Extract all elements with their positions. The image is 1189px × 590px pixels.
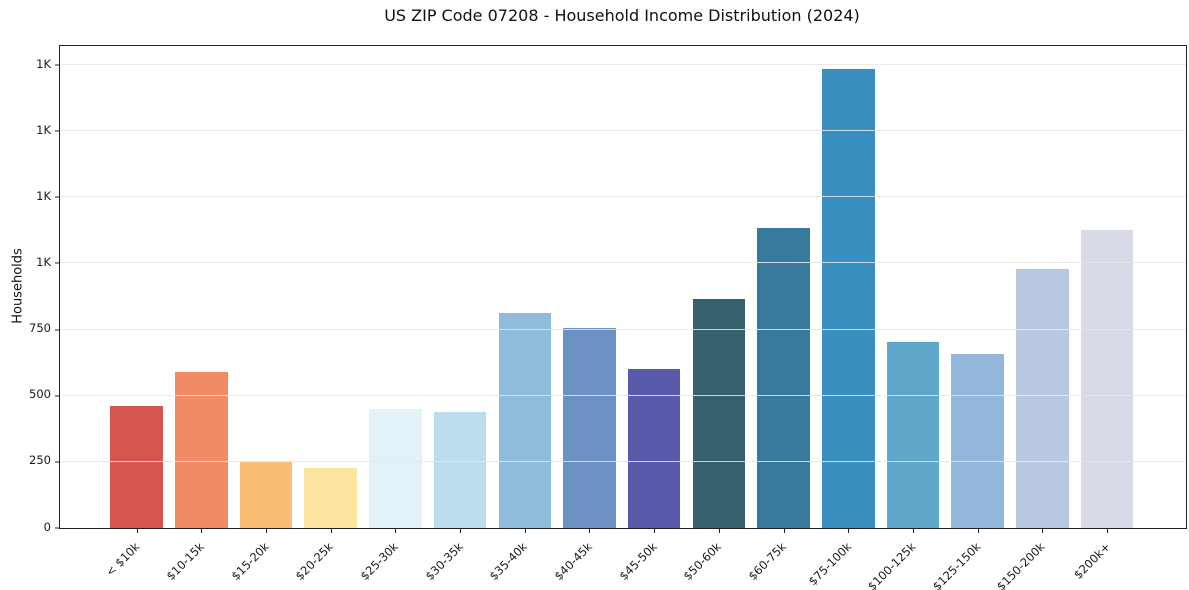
plot-area: < $10k $10-15k $15-20k $20-25k $25-30k $30-35… bbox=[55, 45, 1187, 590]
x-tick-label: < $10k bbox=[102, 539, 143, 580]
x-tick-mark bbox=[1042, 528, 1044, 533]
x-tick-mark bbox=[1107, 528, 1109, 533]
y-tick-label: 250 bbox=[29, 453, 51, 468]
y-tick-mark bbox=[55, 395, 59, 397]
x-tick-label: $60-75k bbox=[745, 539, 790, 584]
y-tick-label: 1K bbox=[36, 254, 51, 269]
bar bbox=[692, 298, 746, 528]
y-tick-mark bbox=[55, 461, 59, 463]
gridline bbox=[60, 394, 1186, 396]
x-tick-label: $40-45k bbox=[551, 539, 595, 584]
x-tick-mark bbox=[395, 528, 397, 533]
x-tick-label: $20-25k bbox=[292, 539, 337, 584]
bar bbox=[627, 369, 681, 528]
gridline bbox=[60, 460, 1186, 462]
x-tick-mark bbox=[330, 528, 332, 533]
x-tick-label: $75-100k bbox=[805, 539, 854, 589]
x-tick-mark bbox=[783, 528, 785, 533]
bar bbox=[822, 68, 875, 528]
y-tick-label: 500 bbox=[29, 386, 51, 401]
x-tick-mark bbox=[848, 528, 850, 533]
x-tick-mark bbox=[654, 528, 656, 533]
gridline bbox=[60, 262, 1186, 264]
x-tick-label: $200k+ bbox=[1070, 539, 1113, 582]
bar bbox=[498, 313, 551, 528]
x-tick-label: $150-200k bbox=[994, 539, 1048, 590]
x-tick-mark bbox=[201, 528, 203, 533]
y-tick-label: 1K bbox=[36, 188, 51, 203]
x-tick-mark bbox=[589, 528, 591, 533]
y-tick-mark bbox=[55, 64, 59, 66]
bar bbox=[433, 412, 487, 528]
y-axis-tick-labels: 0 250 500 750 1K 1K 1K 1K bbox=[0, 45, 51, 532]
x-tick-label: $50-60k bbox=[680, 539, 725, 584]
y-tick-mark bbox=[55, 130, 59, 132]
gridline bbox=[60, 130, 1186, 132]
x-tick-mark bbox=[136, 528, 138, 533]
y-tick-label: 0 bbox=[43, 519, 51, 534]
gridline bbox=[60, 328, 1186, 330]
x-tick-mark bbox=[977, 528, 979, 533]
x-tick-label: $125-150k bbox=[929, 539, 984, 590]
x-tick-label: $15-20k bbox=[228, 539, 272, 584]
x-tick-label: $30-35k bbox=[422, 539, 466, 584]
bar bbox=[951, 354, 1004, 528]
y-tick-mark bbox=[55, 196, 59, 198]
y-tick-label: 1K bbox=[36, 122, 51, 137]
bar bbox=[1016, 268, 1069, 528]
x-tick-label: $35-40k bbox=[486, 539, 531, 584]
bar bbox=[239, 461, 293, 528]
y-tick-label: 750 bbox=[29, 320, 51, 335]
bar bbox=[886, 342, 940, 528]
x-tick-label: $25-30k bbox=[357, 539, 401, 584]
x-tick-mark bbox=[912, 528, 914, 533]
x-tick-mark bbox=[718, 528, 720, 533]
x-tick-label: $100-125k bbox=[864, 539, 919, 590]
x-tick-label: $10-15k bbox=[163, 539, 207, 584]
bar bbox=[304, 467, 357, 528]
bar bbox=[757, 228, 810, 528]
bar bbox=[175, 371, 228, 528]
bar bbox=[563, 327, 616, 528]
bar bbox=[1080, 230, 1134, 528]
x-tick-mark bbox=[460, 528, 462, 533]
chart-title: US ZIP Code 07208 - Household Income Dis… bbox=[384, 6, 860, 25]
y-tick-mark bbox=[55, 262, 59, 264]
gridline bbox=[60, 64, 1186, 66]
x-tick-mark bbox=[524, 528, 526, 533]
bar bbox=[369, 408, 422, 528]
bar bbox=[110, 406, 163, 528]
y-tick-label: 1K bbox=[36, 56, 51, 71]
gridline bbox=[60, 196, 1186, 198]
y-tick-mark bbox=[55, 329, 59, 331]
x-tick-mark bbox=[265, 528, 267, 533]
x-tick-label: $45-50k bbox=[616, 539, 660, 584]
y-tick-mark bbox=[55, 527, 59, 529]
